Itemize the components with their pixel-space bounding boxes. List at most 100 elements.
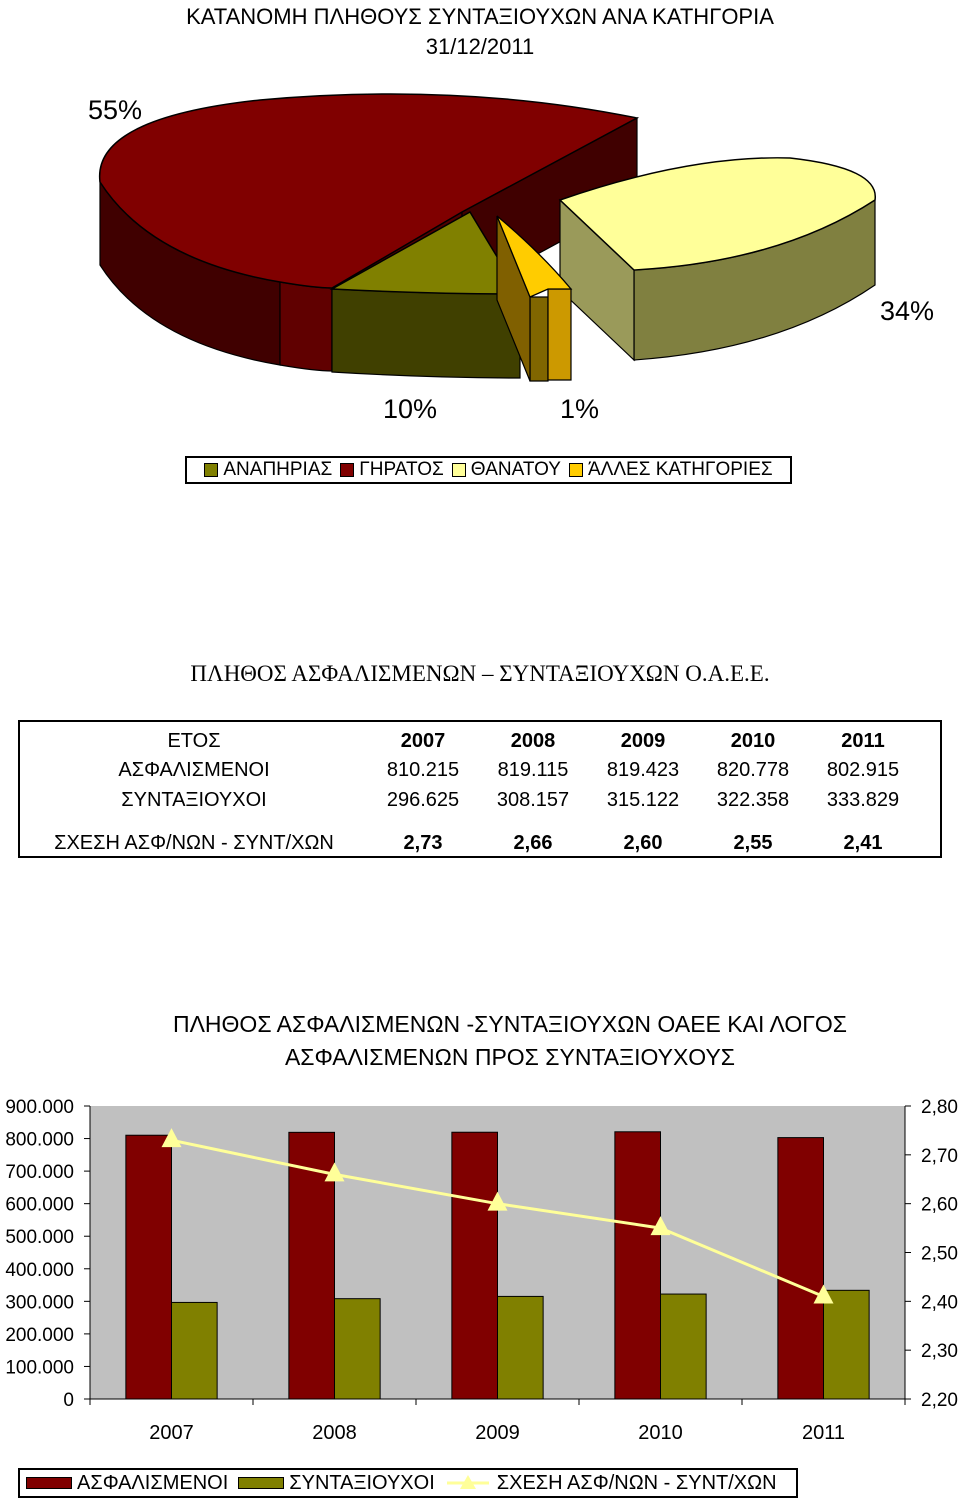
table-insured-value: 819.423 [606, 758, 680, 781]
legend-label-thanatou: ΘΑΝΑΤΟΥ [470, 459, 561, 480]
table-pensioners-label: ΣΥΝΤΑΞΙΟΥΧΟΙ [121, 788, 267, 811]
bar-insured [288, 1131, 335, 1400]
pie-label-anapirias: 10% [383, 394, 438, 424]
left-tick-label: 700.000 [5, 1162, 74, 1183]
table-insured-value: 820.778 [716, 758, 790, 781]
pie-label-giratos: 55% [88, 95, 143, 125]
pie-label-thanatou: 34% [880, 296, 935, 326]
legend-label-pensioners: ΣΥΝΤΑΞΙΟΥΧΟΙ [289, 1471, 435, 1494]
table-pensioners-value: 322.358 [716, 788, 790, 811]
bar-pensioners [660, 1293, 707, 1400]
table-insured-value: 819.115 [497, 758, 569, 781]
bar-insured [777, 1137, 824, 1400]
pie-title-line1: ΚΑΤΑΝΟΜΗ ΠΛΗΘΟΥΣ ΣΥΝΤΑΞΙΟΥΧΩΝ ΑΝΑ ΚΑΤΗΓΟ… [186, 4, 774, 29]
ratio-point-marker [161, 1128, 182, 1148]
bar-insured [125, 1134, 172, 1400]
bar-pensioners [497, 1295, 544, 1400]
pie-slice-alles [496, 215, 573, 382]
table-pensioners-value: 296.625 [386, 788, 460, 811]
table-row-insured: ΑΣΦΑΛΙΣΜΕΝΟΙ 810.215 819.115 819.423 820… [20, 755, 940, 785]
right-tick-label: 2,40 [921, 1292, 958, 1313]
bar-chart-title: ΠΛΗΘΟΣ ΑΣΦΑΛΙΣΜΕΝΩΝ -ΣΥΝΤΑΞΙΟΥΧΩΝ ΟΑΕΕ Κ… [172, 1011, 848, 1070]
right-tick-label: 2,80 [921, 1097, 958, 1118]
ratio-point-marker [813, 1284, 834, 1304]
table-year: 2011 [841, 729, 885, 752]
pie-legend-item-thanatou: ΘΑΝΑΤΟΥ [451, 459, 561, 481]
left-tick-label: 500.000 [5, 1227, 74, 1248]
left-tick-label: 300.000 [5, 1292, 74, 1313]
x-tick-label: 2009 [475, 1422, 520, 1444]
pie-title-line2: 31/12/2011 [425, 34, 535, 59]
legend-label-ratio: ΣΧΕΣΗ ΑΣΦ/ΝΩΝ - ΣΥΝΤ/ΧΩΝ [496, 1471, 777, 1494]
x-tick-label: 2008 [312, 1422, 357, 1444]
pie-legend-item-anapirias: ΑΝΑΠΗΡΙΑΣ [204, 459, 332, 481]
pie-legend-item-alles: ΆΛΛΕΣ ΚΑΤΗΓΟΡΙΕΣ [568, 459, 773, 481]
legend-label-anapirias: ΑΝΑΠΗΡΙΑΣ [223, 459, 333, 480]
legend-swatch-insured [26, 1477, 72, 1489]
table-ratio-value: 2,73 [403, 831, 443, 854]
legend-swatch-ratio [446, 1475, 489, 1489]
table-ratio-value: 2,55 [733, 831, 773, 854]
right-tick-label: 2,70 [921, 1146, 958, 1167]
right-tick-label: 2,50 [921, 1244, 958, 1265]
pie-slice-thanatou [558, 157, 876, 362]
left-tick-label: 600.000 [5, 1195, 74, 1216]
left-tick-label: 200.000 [5, 1325, 74, 1346]
table-insured-label: ΑΣΦΑΛΙΣΜΕΝΟΙ [118, 758, 270, 781]
legend-swatch-pensioners [238, 1477, 285, 1489]
ratio-point-marker [324, 1162, 345, 1182]
table-pensioners-value: 333.829 [826, 788, 900, 811]
bar-legend-item-ratio: ΣΧΕΣΗ ΑΣΦ/ΝΩΝ - ΣΥΝΤ/ΧΩΝ [445, 1472, 777, 1495]
data-table: ΕΤΟΣ 2007 2008 2009 2010 2011 ΑΣΦΑΛΙΣΜΕΝ… [18, 720, 942, 858]
right-tick-label: 2,20 [921, 1390, 958, 1411]
x-tick-label: 2007 [149, 1422, 194, 1444]
left-tick-label: 400.000 [5, 1260, 74, 1281]
pie-label-alles: 1% [560, 394, 600, 424]
bar-legend-item-pensioners: ΣΥΝΤΑΞΙΟΥΧΟΙ [238, 1471, 435, 1495]
legend-swatch-anapirias [204, 463, 219, 477]
bar-pensioners [823, 1289, 870, 1400]
table-row-pensioners: ΣΥΝΤΑΞΙΟΥΧΟΙ 296.625 308.157 315.122 322… [20, 785, 940, 815]
right-tick-label: 2,30 [921, 1341, 958, 1362]
table-year: 2008 [510, 729, 556, 752]
table-header-label: ΕΤΟΣ [167, 729, 221, 752]
table-insured-value: 810.215 [386, 758, 460, 781]
pie-chart [98, 93, 876, 382]
bar-pensioners [334, 1298, 381, 1400]
bar-legend-item-insured: ΑΣΦΑΛΙΣΜΕΝΟΙ [26, 1472, 228, 1495]
table-ratio-value: 2,41 [843, 831, 883, 854]
table-title: ΠΛΗΘΟΣ ΑΣΦΑΛΙΣΜΕΝΩΝ – ΣΥΝΤΑΞΙΟΥΧΩΝ Ο.Α.Ε… [190, 661, 770, 686]
left-tick-label: 900.000 [5, 1097, 74, 1118]
table-row-ratio: ΣΧΕΣΗ ΑΣΦ/ΝΩΝ - ΣΥΝΤ/ΧΩΝ 2,73 2,66 2,60 … [20, 828, 940, 858]
bar-insured [614, 1131, 661, 1400]
left-tick-label: 800.000 [5, 1130, 74, 1151]
left-tick-label: 0 [63, 1390, 74, 1411]
table-ratio-label: ΣΧΕΣΗ ΑΣΦ/ΝΩΝ - ΣΥΝΤ/ΧΩΝ [54, 831, 334, 854]
bar-legend: ΑΣΦΑΛΙΣΜΕΝΟΙ ΣΥΝΤΑΞΙΟΥΧΟΙ ΣΧΕΣΗ ΑΣΦ/ΝΩΝ … [18, 1468, 798, 1498]
table-insured-value: 802.915 [826, 758, 900, 781]
pie-slice-anapirias [329, 210, 522, 379]
legend-label-alles: ΆΛΛΕΣ ΚΑΤΗΓΟΡΙΕΣ [587, 459, 773, 480]
pie-legend-item-giratos: ΓΗΡΑΤΟΣ [340, 459, 444, 481]
pie-legend: ΑΝΑΠΗΡΙΑΣ ΓΗΡΑΤΟΣ ΘΑΝΑΤΟΥ ΆΛΛΕΣ ΚΑΤΗΓΟΡΙ… [185, 456, 792, 484]
bar-pensioners [171, 1301, 218, 1400]
table-pensioners-value: 308.157 [496, 788, 570, 811]
legend-swatch-thanatou [451, 463, 466, 477]
legend-swatch-giratos [340, 463, 355, 477]
left-tick-label: 100.000 [5, 1357, 74, 1378]
legend-swatch-alles [568, 463, 583, 477]
right-tick-label: 2,60 [921, 1195, 958, 1216]
pie-chart-title: ΚΑΤΑΝΟΜΗ ΠΛΗΘΟΥΣ ΣΥΝΤΑΞΙΟΥΧΩΝ ΑΝΑ ΚΑΤΗΓΟ… [0, 2, 960, 62]
ratio-point-marker [650, 1216, 671, 1236]
table-year: 2009 [620, 729, 666, 752]
x-tick-label: 2011 [802, 1422, 845, 1444]
legend-label-giratos: ΓΗΡΑΤΟΣ [359, 459, 444, 480]
table-pensioners-value: 315.122 [606, 788, 680, 811]
bar-insured [451, 1131, 498, 1400]
table-year: 2010 [730, 729, 776, 752]
table-ratio-value: 2,66 [513, 831, 553, 854]
table-ratio-value: 2,60 [623, 831, 663, 854]
table-year: 2007 [400, 729, 446, 752]
ratio-point-marker [487, 1191, 508, 1211]
